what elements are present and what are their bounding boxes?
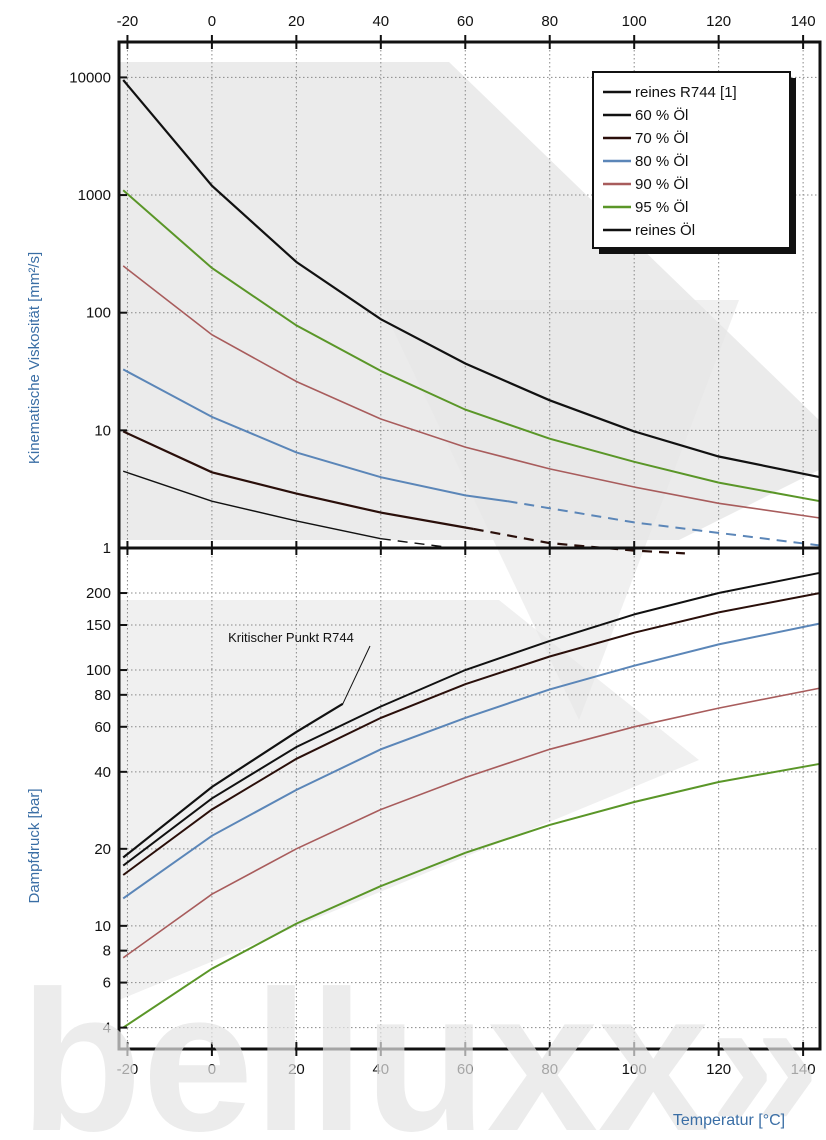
series-line-viscosity-5 <box>122 189 821 503</box>
x-tick-label-bottom: -20 <box>117 1061 139 1078</box>
series-line-pressure-5 <box>122 762 821 1029</box>
annotation-leader <box>342 645 371 705</box>
series-line-pressure-2 <box>122 592 821 876</box>
x-tick-label-top: 120 <box>706 13 731 30</box>
series-line-viscosity-6 <box>122 79 821 479</box>
y-axis-title-viscosity: Kinematische Viskosität [mm²/s] <box>26 252 43 464</box>
annotation-layer: Kritischer Punkt R744 <box>228 630 371 705</box>
legend-entry: 60 % Öl <box>635 106 688 124</box>
legend-entry: 90 % Öl <box>635 175 688 193</box>
x-tick-label-bottom: 40 <box>372 1061 389 1078</box>
y-tick-label: 6 <box>103 975 111 992</box>
plot-frame <box>117 40 822 1051</box>
series-line-dashed-viscosity-3 <box>507 500 821 547</box>
tick-layer: 1101001000100004681020406080100150200-20… <box>69 13 815 1078</box>
series-line-pressure-0 <box>122 702 344 859</box>
x-tick-label-top: 40 <box>372 13 389 30</box>
watermark-text: belluxx»2 <box>20 950 826 1135</box>
x-tick-label-bottom: 120 <box>706 1061 731 1078</box>
x-tick-label-bottom: 140 <box>791 1061 816 1078</box>
series-line-pressure-3 <box>122 622 821 900</box>
frame-layer <box>117 40 822 1051</box>
x-tick-label-top: 140 <box>791 13 816 30</box>
background-shape <box>119 600 699 1000</box>
x-tick-label-bottom: 80 <box>541 1061 558 1078</box>
y-tick-label: 100 <box>86 662 111 679</box>
annotation-label: Kritischer Punkt R744 <box>228 630 354 645</box>
y-tick-label: 150 <box>86 617 111 634</box>
legend-entry: 80 % Öl <box>635 152 688 170</box>
series-line-viscosity-2 <box>122 430 474 531</box>
y-tick-label: 8 <box>103 943 111 960</box>
y-tick-label: 10 <box>94 918 111 935</box>
x-tick-label-bottom: 60 <box>457 1061 474 1078</box>
y-tick-label: 80 <box>94 687 111 704</box>
y-tick-label: 40 <box>94 764 111 781</box>
x-tick-label-bottom: 100 <box>622 1061 647 1078</box>
x-tick-label-top: 0 <box>208 13 216 30</box>
x-tick-label-top: 80 <box>541 13 558 30</box>
x-tick-label-top: -20 <box>117 13 139 30</box>
x-tick-label-top: 20 <box>288 13 305 30</box>
y-tick-label: 1000 <box>78 187 111 204</box>
watermark-layer: belluxx»2 <box>20 950 826 1140</box>
legend-entry: 70 % Öl <box>635 129 688 147</box>
y-tick-label: 60 <box>94 719 111 736</box>
series-line-pressure-1 <box>122 571 821 867</box>
x-tick-label-bottom: 0 <box>208 1061 216 1078</box>
y-tick-label: 100 <box>86 305 111 322</box>
legend-entry: reines R744 [1] <box>635 84 737 101</box>
x-tick-label-top: 60 <box>457 13 474 30</box>
y-tick-label: 10000 <box>69 69 111 86</box>
series-line-pressure-4 <box>122 687 821 959</box>
x-tick-label-top: 100 <box>622 13 647 30</box>
x-axis-title: Temperatur [°C] <box>673 1112 785 1129</box>
legend-entry: reines Öl <box>635 221 695 239</box>
y-axis-title-pressure: Dampfdruck [bar] <box>26 788 43 903</box>
y-tick-label: 4 <box>103 1020 111 1037</box>
y-tick-label: 200 <box>86 585 111 602</box>
series-line-viscosity-1 <box>122 470 381 540</box>
legend: reines R744 [1] 60 % Öl 70 % Öl 80 % Öl 90 %… <box>592 71 796 254</box>
x-tick-label-bottom: 20 <box>288 1061 305 1078</box>
series-line-viscosity-3 <box>122 368 508 503</box>
series-line-viscosity-4 <box>122 265 821 519</box>
y-tick-label: 20 <box>94 841 111 858</box>
y-tick-label: 10 <box>94 422 111 439</box>
y-tick-label: 1 <box>103 540 111 557</box>
legend-entry: 95 % Öl <box>635 198 688 216</box>
